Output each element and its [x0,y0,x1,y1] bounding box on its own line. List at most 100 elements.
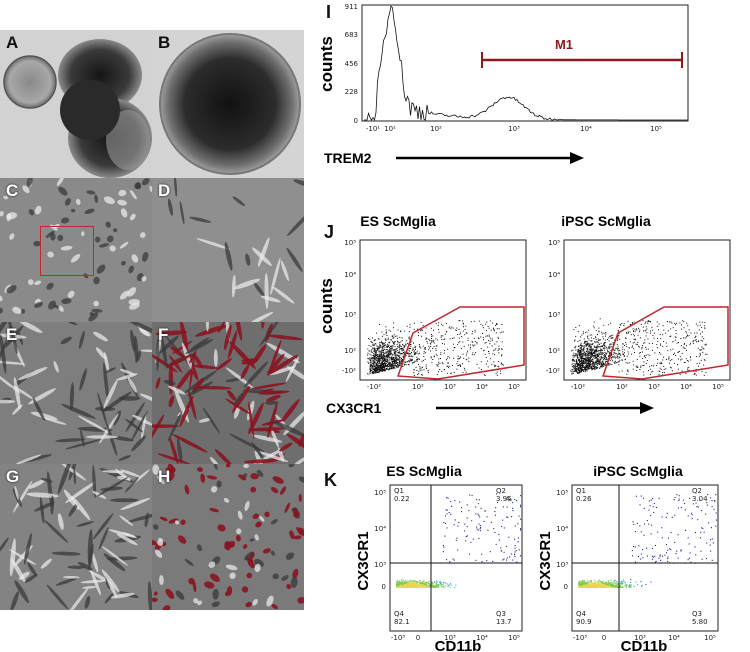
event-dot [607,351,609,353]
event-dot [714,499,716,501]
event-dot [624,581,626,583]
event-dot [418,585,420,587]
event-dot [398,585,400,587]
event-dot [393,334,395,336]
y-tick: 228 [345,88,358,96]
event-dot [486,516,488,518]
event-dot [619,586,621,588]
event-dot [648,321,650,322]
event-dot [602,363,604,365]
event-dot [391,364,393,366]
cell [21,308,26,314]
event-dot [585,343,587,345]
cell [60,217,70,224]
event-dot [437,586,439,588]
event-dot [467,339,469,341]
event-dot [433,342,435,344]
event-dot [606,352,608,354]
event-dot [626,346,628,348]
event-dot [690,342,691,344]
event-dot [408,331,410,333]
event-dot [491,338,493,340]
event-dot [583,353,585,355]
event-dot [580,356,582,358]
x-tick: 10⁴ [580,125,592,133]
event-dot [404,362,406,363]
cell [290,576,298,589]
event-dot [585,345,587,346]
event-dot [483,350,485,352]
event-dot [401,337,403,339]
event-dot [580,357,581,359]
event-dot [414,353,416,354]
event-dot [496,323,498,325]
event-dot [520,555,522,557]
event-dot [403,585,405,587]
event-dot [703,348,705,350]
event-dot [428,345,430,347]
event-dot [594,342,596,344]
event-dot [577,364,579,366]
event-dot [582,580,584,582]
event-dot [601,357,603,359]
event-dot [590,368,592,370]
event-dot [501,363,503,365]
event-dot [585,351,587,352]
event-dot [493,328,495,330]
event-dot [432,585,434,587]
event-dot [681,358,683,360]
event-dot [609,343,611,345]
cell [205,322,209,332]
event-dot [378,356,380,358]
event-dot [591,367,593,368]
event-dot [642,365,644,366]
event-dot [455,330,457,331]
event-dot [601,364,603,366]
event-dot [383,365,385,367]
cell [248,557,254,563]
event-dot [413,584,415,586]
event-dot [583,585,585,587]
event-dot [573,366,575,368]
event-dot [585,362,587,364]
event-dot [647,348,649,350]
event-dot [377,346,379,348]
event-dot [402,344,404,346]
event-dot [598,355,600,357]
event-dot [409,583,411,585]
event-dot [593,581,595,583]
event-dot [622,346,624,348]
event-dot [486,321,488,323]
event-dot [476,526,478,528]
event-dot [590,359,592,361]
event-dot [431,583,433,585]
event-dot [457,361,459,363]
event-dot [375,352,377,354]
event-dot [381,349,382,351]
event-dot [701,321,703,323]
event-dot [612,343,614,345]
event-dot [697,341,699,343]
event-dot [399,352,401,354]
event-dot [586,347,588,349]
event-dot [585,360,587,362]
event-dot [585,364,587,366]
cell [284,502,291,514]
event-dot [636,522,638,524]
event-dot [677,507,679,509]
event-dot [682,320,684,322]
cell [266,342,300,364]
event-dot [433,339,435,341]
event-dot [373,351,375,353]
event-dot [571,359,573,361]
event-dot [625,337,626,339]
event-dot [430,340,432,342]
x-tick: 10⁴ [476,383,488,391]
event-dot [627,351,629,353]
x-tick: -10² [571,383,585,391]
event-dot [605,354,606,356]
event-dot [396,364,398,366]
event-dot [595,581,597,583]
event-dot [430,350,431,352]
cell [157,539,164,546]
